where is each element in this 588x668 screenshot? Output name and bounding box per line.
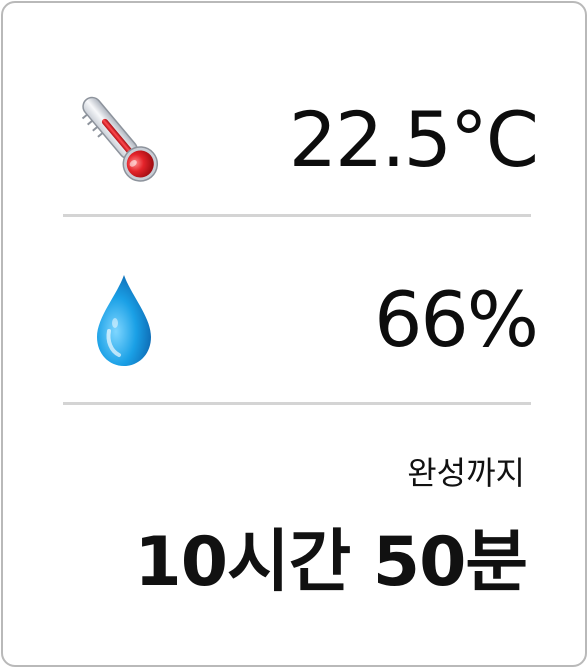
thermometer-icon [71, 91, 171, 195]
water-drop-icon [93, 273, 155, 373]
humidity-row: 66% [63, 265, 539, 375]
humidity-value: 66% [374, 275, 539, 364]
temperature-value: 22.5°C [288, 95, 539, 184]
eta-value: 10시간 50분 [134, 523, 528, 602]
eta-label: 완성까지 [407, 454, 525, 492]
temperature-row: 22.5°C [63, 85, 539, 195]
divider [63, 214, 531, 217]
divider [63, 402, 531, 405]
